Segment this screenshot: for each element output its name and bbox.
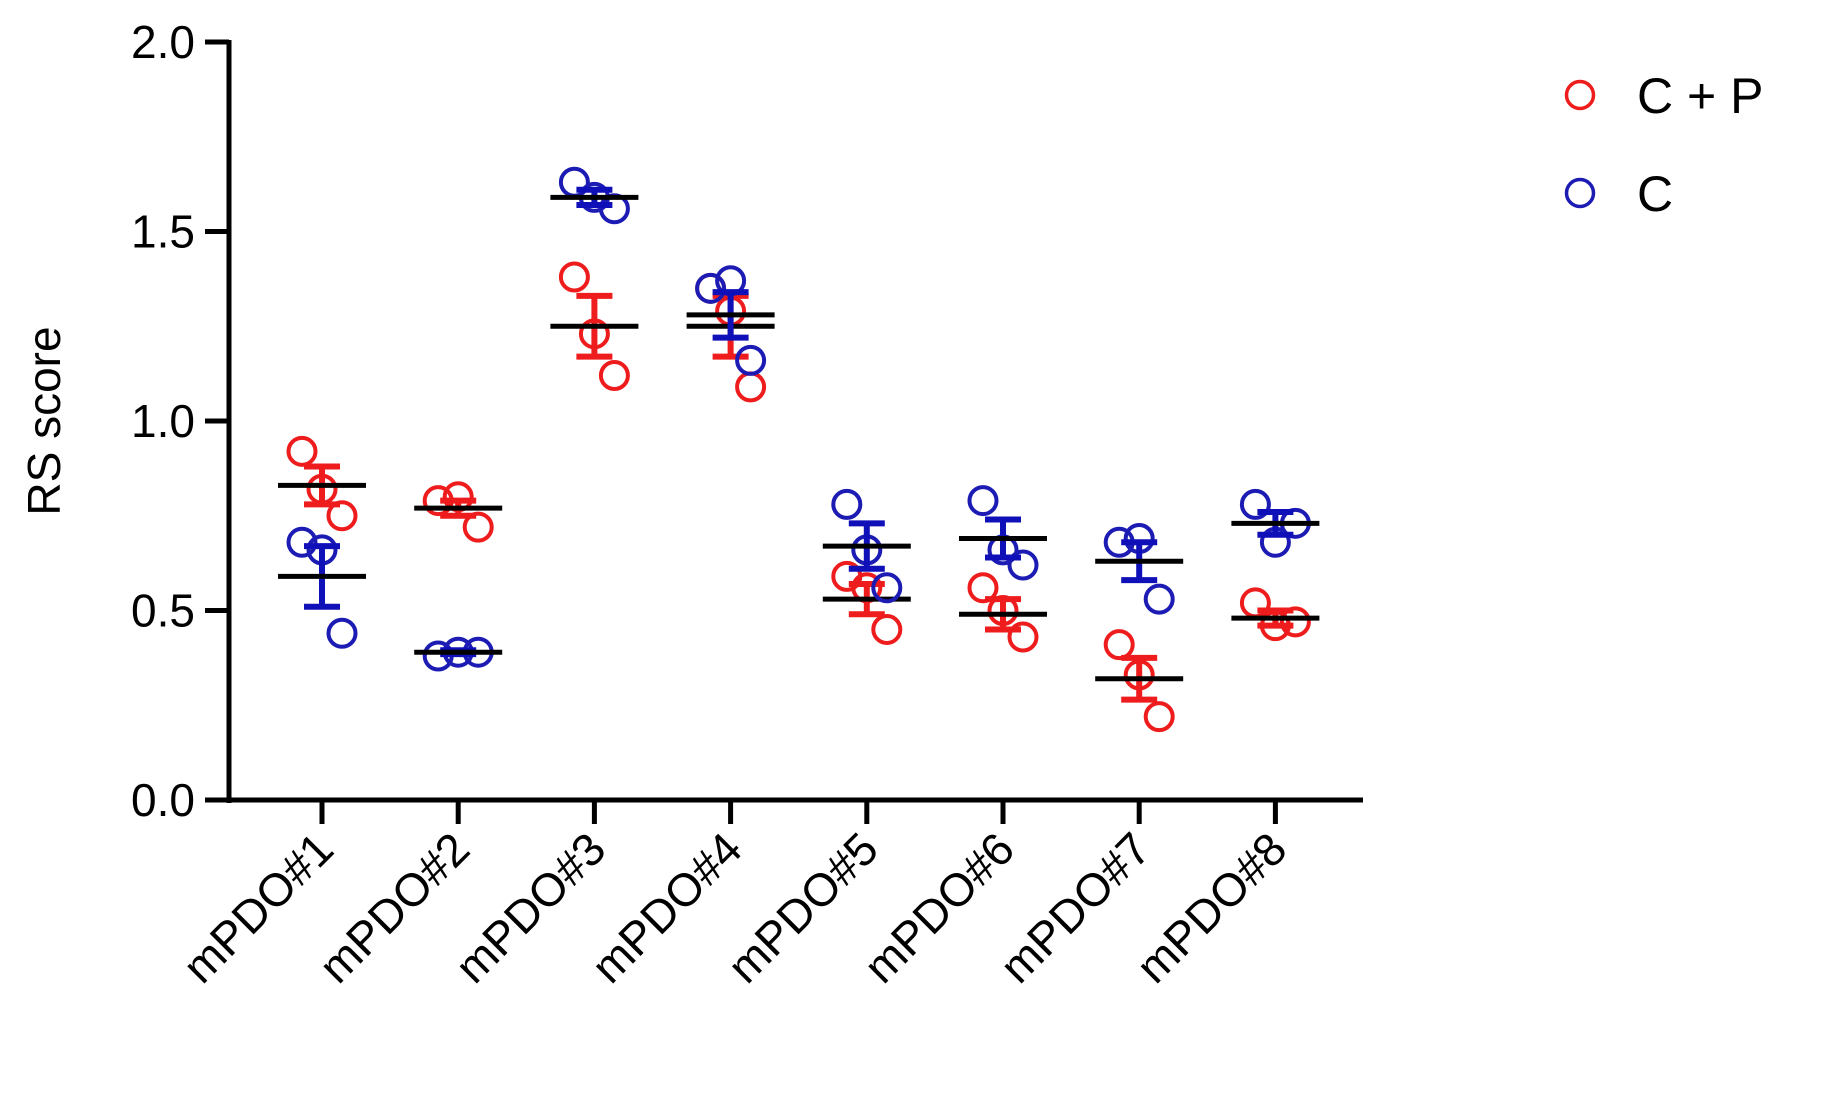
data-point [326, 617, 358, 649]
x-tick-label: mPDO#1 [173, 822, 344, 993]
data-point [1143, 583, 1175, 615]
data-point [1007, 549, 1039, 581]
y-tick-label: 1.0 [131, 395, 195, 447]
x-tick-label: mPDO#2 [309, 822, 480, 993]
data-point [462, 511, 494, 543]
data-point [1239, 488, 1271, 520]
y-axis-title: RS score [18, 326, 70, 515]
data-marks [278, 166, 1320, 733]
data-point [967, 485, 999, 517]
x-tick-label: mPDO#7 [990, 822, 1161, 993]
data-point [326, 500, 358, 532]
y-tick-label: 0.0 [131, 774, 195, 826]
x-axis: mPDO#1mPDO#2mPDO#3mPDO#4mPDO#5mPDO#6mPDO… [173, 797, 1363, 993]
x-tick-label: mPDO#3 [445, 822, 616, 993]
data-point [286, 435, 318, 467]
data-point [735, 344, 767, 376]
legend-item: C + P [1564, 68, 1763, 124]
x-tick-label: mPDO#4 [581, 822, 752, 993]
y-tick-label: 0.5 [131, 585, 195, 637]
legend-label: C [1637, 166, 1673, 222]
data-point [598, 360, 630, 392]
legend-marker [1564, 79, 1596, 111]
data-point [871, 572, 903, 604]
legend-marker [1564, 177, 1596, 209]
data-point [1007, 621, 1039, 653]
data-point [735, 371, 767, 403]
data-point [831, 488, 863, 520]
data-point [1143, 701, 1175, 733]
data-point [695, 272, 727, 304]
data-point [1279, 606, 1311, 638]
legend-item: C [1564, 166, 1673, 222]
data-point [1103, 629, 1135, 661]
x-tick-label: mPDO#5 [717, 822, 888, 993]
data-point [967, 572, 999, 604]
y-tick-label: 1.5 [131, 206, 195, 258]
series-c [278, 166, 1320, 672]
data-point [871, 613, 903, 645]
data-point [286, 526, 318, 558]
y-axis: 0.0 0.5 1.0 1.5 2.0 [131, 16, 232, 826]
x-tick-label: mPDO#8 [1126, 822, 1297, 993]
legend-label: C + P [1637, 68, 1763, 124]
series-c-plus-p [278, 261, 1320, 733]
legend: C + P C [1564, 68, 1763, 222]
x-tick-label: mPDO#6 [854, 822, 1025, 993]
data-point [558, 261, 590, 293]
y-tick-label: 2.0 [131, 16, 195, 68]
